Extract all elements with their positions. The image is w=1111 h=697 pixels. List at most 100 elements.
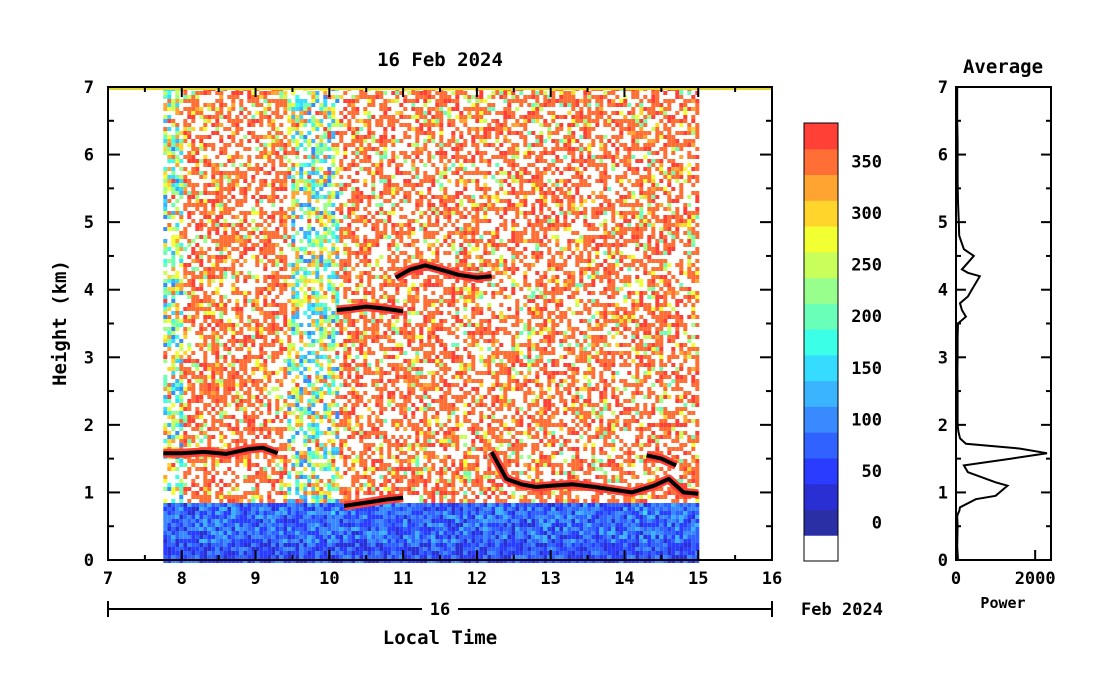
heatmap-cell	[183, 351, 188, 355]
heatmap-cell	[171, 535, 176, 539]
heatmap-cell	[343, 359, 348, 363]
heatmap-cell	[283, 99, 288, 103]
heatmap-cell	[355, 531, 360, 535]
heatmap-cell	[351, 343, 356, 347]
heatmap-cell	[259, 239, 264, 243]
heatmap-cell	[411, 175, 416, 179]
heatmap-cell	[419, 375, 424, 379]
heatmap-cell	[323, 523, 328, 527]
heatmap-cell	[227, 507, 232, 511]
heatmap-cell	[415, 375, 420, 379]
heatmap-cell	[395, 419, 400, 423]
heatmap-cell	[239, 439, 244, 443]
heatmap-cell	[299, 299, 304, 303]
heatmap-cell	[187, 195, 192, 199]
heatmap-cell	[251, 523, 256, 527]
heatmap-cell	[283, 147, 288, 151]
heatmap-cell	[231, 135, 236, 139]
heatmap-cell	[307, 415, 312, 419]
heatmap-cell	[331, 391, 336, 395]
heatmap-cell	[223, 531, 228, 535]
heatmap-cell	[283, 283, 288, 287]
heatmap-cell	[331, 147, 336, 151]
heatmap-cell	[247, 467, 252, 471]
heatmap-cell	[211, 131, 216, 135]
heatmap-cell	[191, 391, 196, 395]
heatmap-cell	[275, 515, 280, 519]
heatmap-cell	[179, 255, 184, 259]
heatmap-cell	[239, 519, 244, 523]
heatmap-cell	[231, 275, 236, 279]
heatmap-cell	[311, 155, 316, 159]
heatmap-cell	[171, 263, 176, 267]
heatmap-cell	[335, 191, 340, 195]
heatmap-cell	[311, 343, 316, 347]
heatmap-cell	[183, 139, 188, 143]
heatmap-cell	[263, 527, 268, 531]
heatmap-cell	[287, 127, 292, 131]
heatmap-cell	[215, 367, 220, 371]
heatmap-cell	[251, 131, 256, 135]
heatmap-cell	[199, 247, 204, 251]
heatmap-cell	[351, 159, 356, 163]
heatmap-cell	[283, 111, 288, 115]
heatmap-cell	[331, 263, 336, 267]
heatmap-cell	[171, 295, 176, 299]
heatmap-cell	[347, 531, 352, 535]
heatmap-cell	[347, 127, 352, 131]
heatmap-cell	[275, 519, 280, 523]
heatmap-cell	[187, 179, 192, 183]
heatmap-cell	[367, 399, 372, 403]
heatmap-cell	[415, 299, 420, 303]
heatmap-cell	[231, 107, 236, 111]
heatmap-cell	[363, 323, 368, 327]
heatmap-cell	[359, 427, 364, 431]
heatmap-cell	[191, 267, 196, 271]
heatmap-cell	[343, 463, 348, 467]
heatmap-cell	[215, 483, 220, 487]
heatmap-cell	[199, 275, 204, 279]
heatmap-cell	[347, 287, 352, 291]
heatmap-cell	[311, 151, 316, 155]
heatmap-cell	[335, 427, 340, 431]
heatmap-cell	[419, 203, 424, 207]
heatmap-cell	[163, 307, 168, 311]
heatmap-cell	[379, 455, 384, 459]
heatmap-cell	[419, 195, 424, 199]
heatmap-cell	[327, 343, 332, 347]
heatmap-cell	[315, 527, 320, 531]
heatmap-cell	[315, 299, 320, 303]
heatmap-cell	[335, 367, 340, 371]
heatmap-cell	[299, 323, 304, 327]
heatmap-cell	[231, 331, 236, 335]
heatmap-cell	[363, 195, 368, 199]
heatmap-cell	[399, 523, 404, 527]
heatmap-cell	[283, 495, 288, 499]
heatmap-cell	[263, 287, 268, 291]
heatmap-cell	[327, 507, 332, 511]
heatmap-cell	[323, 231, 328, 235]
heatmap-cell	[247, 531, 252, 535]
heatmap-cell	[311, 427, 316, 431]
heatmap-cell	[211, 467, 216, 471]
heatmap-cell	[271, 355, 276, 359]
heatmap-cell	[199, 387, 204, 391]
heatmap-cell	[215, 471, 220, 475]
heatmap-cell	[295, 143, 300, 147]
heatmap-cell	[259, 343, 264, 347]
heatmap-cell	[279, 343, 284, 347]
heatmap-cell	[263, 267, 268, 271]
heatmap-cell	[367, 447, 372, 451]
heatmap-cell	[203, 387, 208, 391]
heatmap-cell	[207, 455, 212, 459]
heatmap-cell	[171, 203, 176, 207]
heatmap-cell	[255, 359, 260, 363]
heatmap-cell	[235, 423, 240, 427]
heatmap-cell	[335, 471, 340, 475]
heatmap-cell	[287, 539, 292, 543]
heatmap-cell	[251, 195, 256, 199]
heatmap-cell	[295, 483, 300, 487]
heatmap-cell	[391, 211, 396, 215]
heatmap-cell	[331, 103, 336, 107]
heatmap-cell	[211, 239, 216, 243]
